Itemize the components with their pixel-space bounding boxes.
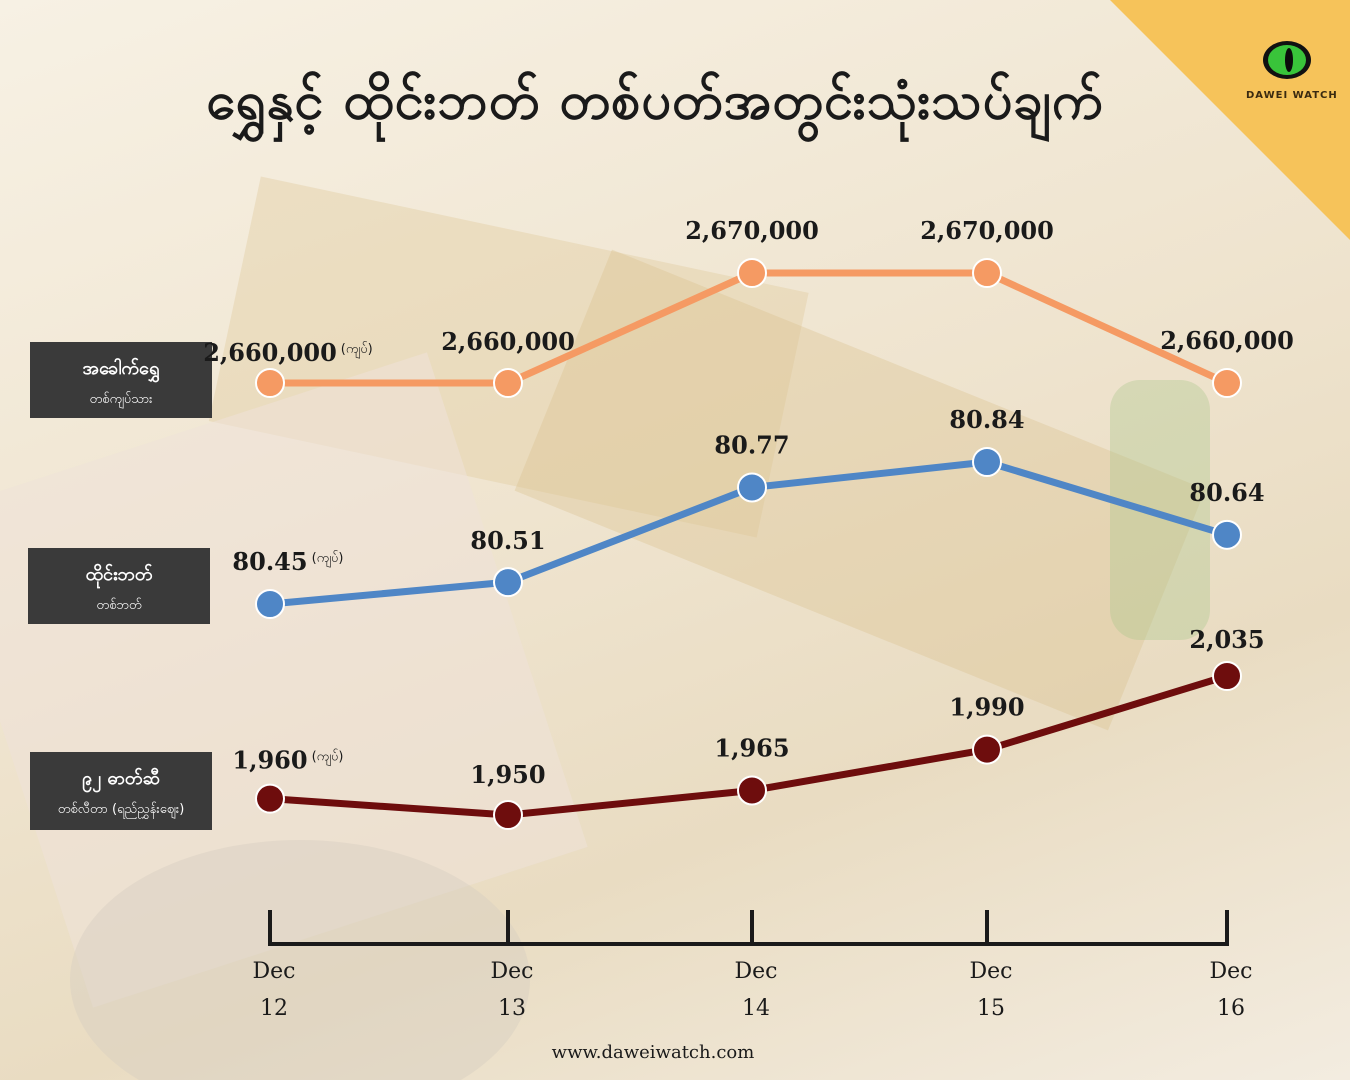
brand-corner: [1110, 0, 1350, 240]
series-line-0: [270, 269, 1229, 387]
data-label-0-3: 2,670,000: [920, 216, 1054, 245]
series-label-fuel-unit: တစ်လီတာ (ရည်ညွှန်းဈေး): [57, 802, 185, 817]
unit-label-1: (ကျပ်): [312, 550, 344, 568]
series-label-gold: အခေါက်ရွှေ တစ်ကျပ်သား: [30, 342, 212, 418]
data-point-2-2: [737, 775, 767, 806]
data-point-1-3: [972, 447, 1002, 477]
page-title: ရွှေနှင့် ထိုင်းဘတ် တစ်ပတ်အတွင်းသုံးသပ်ခ…: [206, 71, 1104, 131]
data-point-0-0: [255, 368, 285, 398]
data-point-1-1: [493, 567, 523, 598]
data-label-2-1: 1,950: [470, 760, 545, 789]
x-tick-day-4: 16: [1217, 996, 1245, 1021]
x-tick-label-4: Dec: [1210, 959, 1253, 984]
data-label-2-0: 1,960: [232, 746, 307, 775]
cat-eye-icon: [1263, 41, 1311, 79]
x-tick-day-3: 15: [977, 996, 1005, 1021]
data-point-0-4: [1212, 368, 1242, 398]
data-label-2-4: 2,035: [1189, 625, 1264, 654]
unit-label-0: (ကျပ်): [341, 341, 373, 359]
x-tick-label-3: Dec: [970, 959, 1013, 984]
series-label-fuel-name: ၉၂ ဓာတ်ဆီ: [82, 768, 160, 789]
series-label-baht: ထိုင်းဘတ် တစ်ဘတ်: [28, 548, 210, 624]
footer-url: www.daweiwatch.com: [551, 1042, 755, 1063]
x-tick-label-0: Dec: [253, 959, 296, 984]
data-label-1-2: 80.77: [714, 430, 789, 459]
data-label-0-2: 2,670,000: [685, 216, 819, 245]
data-point-1-4: [1212, 519, 1242, 550]
data-point-0-1: [493, 368, 523, 398]
data-label-2-3: 1,990: [949, 693, 1024, 722]
data-label-0-1: 2,660,000: [441, 327, 575, 356]
data-label-1-1: 80.51: [470, 526, 545, 555]
data-point-2-1: [493, 800, 523, 830]
data-label-0-4: 2,660,000: [1160, 326, 1294, 355]
x-tick-label-1: Dec: [491, 959, 534, 984]
data-point-2-0: [255, 783, 285, 814]
data-point-2-4: [1212, 661, 1242, 691]
x-tick-label-2: Dec: [735, 959, 778, 984]
data-point-1-0: [255, 589, 285, 619]
data-point-0-2: [737, 258, 767, 288]
x-tick-day-2: 14: [742, 996, 770, 1021]
data-label-1-4: 80.64: [1189, 478, 1264, 507]
series-label-baht-name: ထိုင်းဘတ်: [85, 564, 153, 585]
data-point-1-2: [737, 472, 767, 503]
brand-name: DAWEI WATCH: [1246, 90, 1338, 101]
series-label-gold-name: အခေါက်ရွှေ: [82, 358, 160, 379]
data-point-2-3: [972, 734, 1002, 765]
data-label-1-3: 80.84: [949, 405, 1024, 434]
data-point-0-3: [972, 258, 1002, 288]
data-label-2-2: 1,965: [714, 733, 789, 762]
series-label-fuel: ၉၂ ဓာတ်ဆီ တစ်လီတာ (ရည်ညွှန်းဈေး): [30, 752, 212, 830]
brand-logo: DAWEI WATCH: [1246, 38, 1337, 101]
unit-label-2: (ကျပ်): [312, 749, 344, 767]
x-tick-day-0: 12: [260, 996, 288, 1021]
series-label-baht-unit: တစ်ဘတ်: [96, 598, 142, 613]
data-label-1-0: 80.45: [232, 547, 307, 576]
x-tick-day-1: 13: [498, 996, 526, 1021]
series-label-gold-unit: တစ်ကျပ်သား: [89, 392, 153, 407]
data-label-0-0: 2,660,000: [203, 338, 337, 367]
